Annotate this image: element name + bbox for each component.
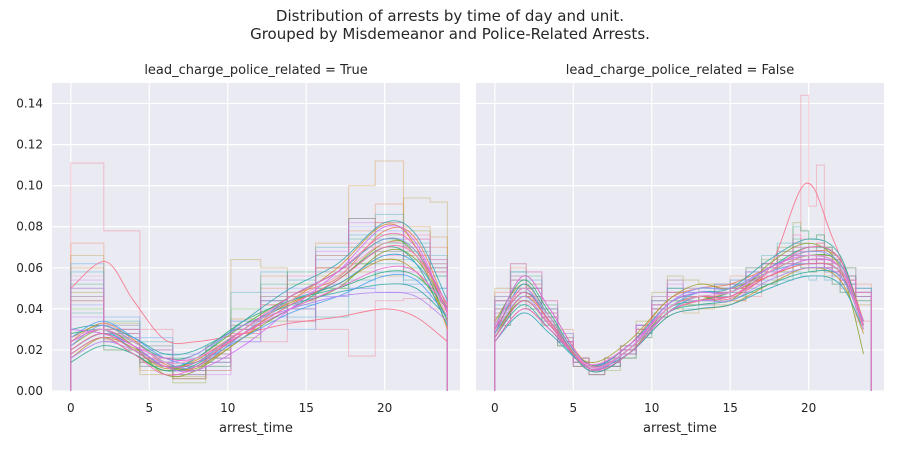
histogram-series-4 <box>70 197 448 391</box>
histogram-series-5 <box>70 222 448 391</box>
y-tick-label: 0.04 <box>16 302 43 316</box>
x-axis: 0 5 10 15 20 <box>67 401 392 415</box>
x-tick-label: 0 <box>67 401 75 415</box>
histogram-series-14 <box>70 226 448 391</box>
x-tick-label: 20 <box>801 401 816 415</box>
kde-curve-series-11 <box>70 220 448 368</box>
kde-curve-series-20 <box>494 254 865 369</box>
kde-curve-series-20 <box>70 241 448 365</box>
x-tick-label: 5 <box>569 401 577 415</box>
facet-panel-police-related-false: lead_charge_police_related = False 0 5 10 1… <box>476 63 884 436</box>
grid <box>476 83 884 392</box>
y-axis: 0.00 0.02 0.04 0.06 0.08 0.10 0.12 0.14 <box>16 97 43 398</box>
x-axis: 0 5 10 15 20 <box>491 401 816 415</box>
histogram-series-3 <box>70 160 448 391</box>
x-axis-label: arrest_time <box>643 421 717 436</box>
y-tick-label: 0.14 <box>16 97 43 111</box>
histogram-series-17 <box>70 254 448 391</box>
y-tick-label: 0.08 <box>16 220 43 234</box>
kde-curve-series-16 <box>70 224 448 373</box>
y-tick-label: 0.06 <box>16 261 43 275</box>
histogram-series-1 <box>70 162 448 391</box>
x-tick-label: 5 <box>145 401 153 415</box>
kde-curve-series-18 <box>494 245 865 371</box>
kde-layer <box>70 220 448 378</box>
figure-title-line-2: Grouped by Misdemeanor and Police-Relate… <box>250 25 650 43</box>
figure-title-line-1: Distribution of arrests by time of day a… <box>276 7 624 25</box>
x-tick-label: 15 <box>299 401 314 415</box>
histogram-series-2 <box>70 203 448 391</box>
kde-curve-series-19 <box>70 245 448 368</box>
grid <box>52 83 460 392</box>
x-tick-label: 20 <box>377 401 392 415</box>
facet-title: lead_charge_police_related = False <box>566 63 794 78</box>
x-axis-label: arrest_time <box>219 421 293 436</box>
facet-title: lead_charge_police_related = True <box>144 63 367 78</box>
x-tick-label: 0 <box>491 401 499 415</box>
y-tick-label: 0.02 <box>16 343 43 357</box>
kde-curve-series-11 <box>494 275 864 368</box>
x-tick-label: 10 <box>220 401 235 415</box>
x-tick-label: 15 <box>723 401 738 415</box>
histogram-series-10 <box>70 263 448 391</box>
plot-background <box>476 83 884 391</box>
x-tick-label: 10 <box>644 401 659 415</box>
histogram-series-20 <box>70 246 448 391</box>
y-tick-label: 0.00 <box>16 384 43 398</box>
kde-layer <box>494 182 865 373</box>
facet-panel-police-related-true: lead_charge_police_related = True 0.000.… <box>16 63 460 436</box>
histogram-series-8 <box>70 250 448 391</box>
y-tick-label: 0.10 <box>16 179 43 193</box>
plot-background <box>52 83 460 391</box>
kde-curve-series-15 <box>70 291 448 363</box>
kde-curve-series-13 <box>70 273 448 365</box>
y-tick-label: 0.12 <box>16 138 43 152</box>
